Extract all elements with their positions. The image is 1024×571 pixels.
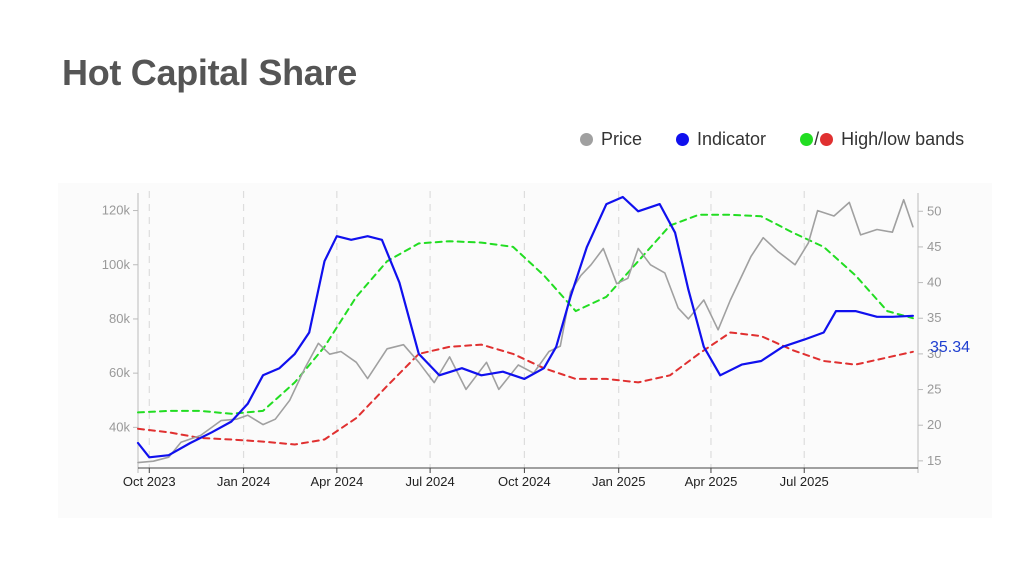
indicator-last-value-label: 35.34 (930, 339, 970, 356)
legend-item-indicator[interactable]: Indicator (676, 129, 766, 150)
x-tick-label: Oct 2024 (498, 474, 551, 489)
labels-layer: Oct 2023 Jan 2024 Apr 2024 Jul 2024 Oct 2024… (102, 203, 970, 489)
legend-item-price[interactable]: Price (580, 129, 642, 150)
y-right-tick-label: 45 (927, 239, 941, 254)
legend-label-bands: High/low bands (841, 128, 965, 149)
page-title: Hot Capital Share (62, 52, 357, 93)
high-band-dot-icon (800, 132, 814, 146)
low-band-dot-icon (820, 132, 834, 146)
legend-separator: / (814, 128, 820, 149)
grid-layer (148, 191, 805, 468)
series-indicator-line (136, 195, 914, 459)
legend-label-price: Price (601, 128, 643, 149)
y-right-tick-label: 20 (927, 417, 941, 432)
y-right-tick-label: 15 (927, 453, 941, 468)
y-right-tick-label: 25 (927, 382, 941, 397)
x-tick-label: Jul 2025 (780, 474, 829, 489)
x-tick-label: Jan 2025 (592, 474, 646, 489)
chart-legend: Price Indicator / High/low bands (580, 126, 964, 152)
y-right-tick-label: 35 (927, 310, 941, 325)
x-tick-label: Jan 2024 (217, 474, 271, 489)
x-tick-label: Oct 2023 (123, 474, 176, 489)
legend-label-indicator: Indicator (697, 128, 767, 149)
price-dot-icon (580, 132, 593, 146)
series-high-band-line (137, 213, 914, 415)
series-layer (136, 195, 914, 464)
x-tick-label: Apr 2024 (310, 474, 363, 489)
y-left-tick-label: 120k (102, 203, 131, 218)
x-tick-label: Apr 2025 (685, 474, 738, 489)
x-tick-label: Jul 2024 (406, 474, 455, 489)
y-right-tick-label: 40 (927, 275, 941, 290)
y-left-tick-label: 80k (109, 311, 130, 326)
y-right-tick-label: 50 (927, 203, 941, 218)
y-right-tick-label: 30 (927, 346, 941, 361)
indicator-dot-icon (676, 132, 690, 146)
series-price-line (137, 198, 914, 464)
y-left-tick-label: 40k (109, 419, 130, 434)
y-left-tick-label: 60k (109, 365, 130, 380)
legend-item-bands[interactable]: / High/low bands (800, 129, 964, 150)
y-left-tick-label: 100k (102, 257, 131, 272)
axes-layer (133, 193, 923, 473)
series-low-band-line (137, 331, 914, 446)
